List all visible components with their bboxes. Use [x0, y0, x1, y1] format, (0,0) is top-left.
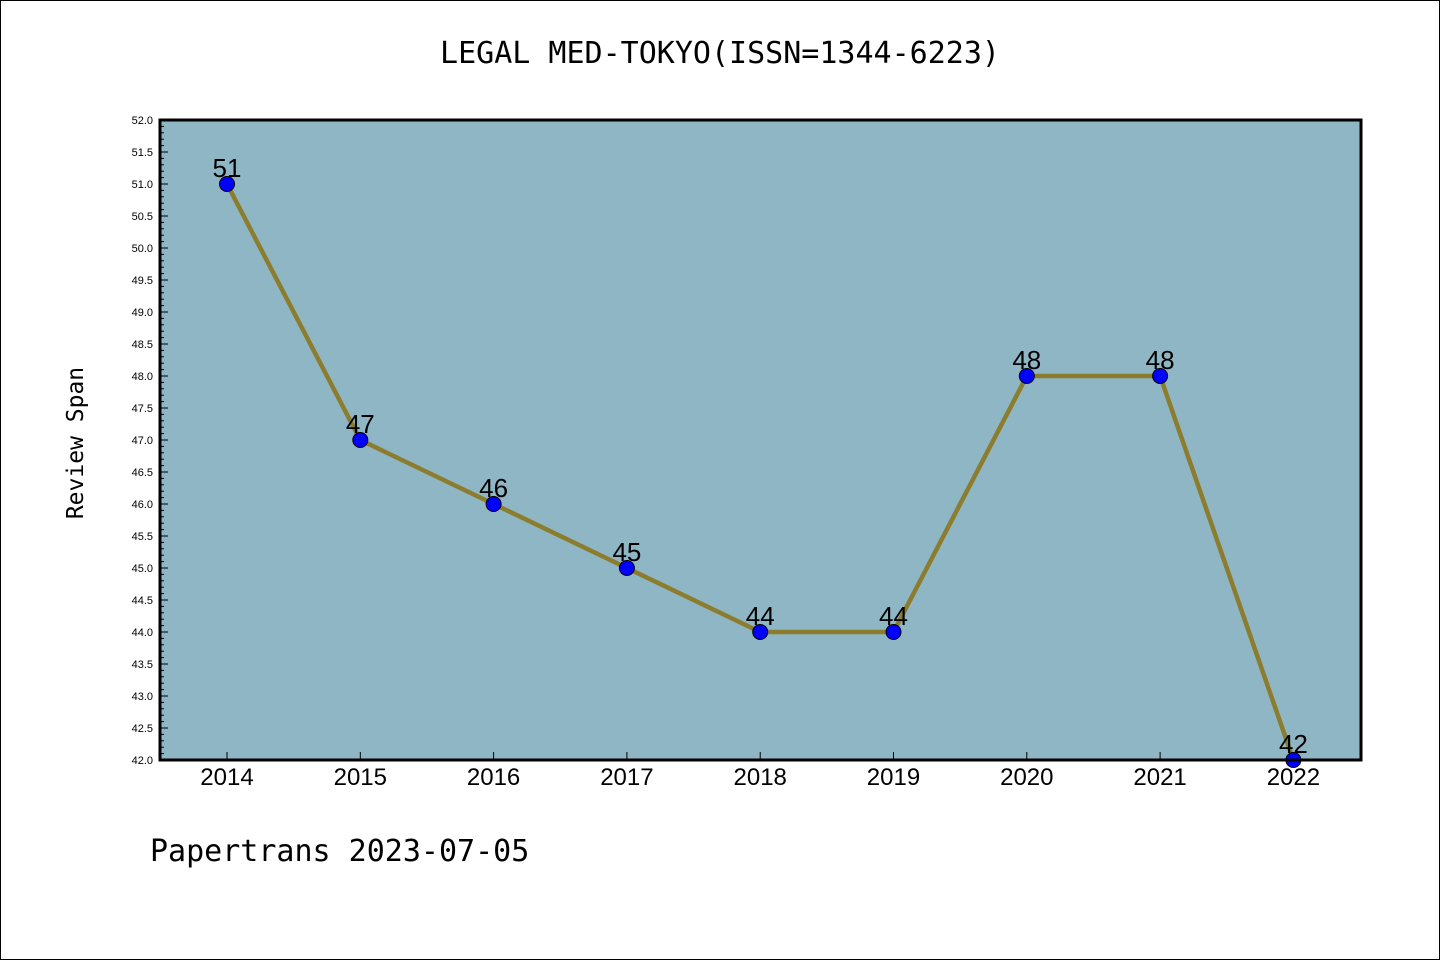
y-tick-label: 42.0	[132, 755, 153, 767]
footer-credit: Papertrans 2023-07-05	[150, 834, 530, 869]
y-tick-label: 49.0	[132, 307, 153, 319]
plot-border	[158, 118, 1363, 762]
data-point	[485, 496, 502, 512]
data-point	[1152, 368, 1169, 384]
y-tick-label: 49.5	[132, 275, 153, 287]
y-tick-label: 50.5	[132, 211, 153, 223]
x-tick-label: 2016	[467, 764, 520, 791]
data-label: 42	[1279, 729, 1308, 759]
data-label: 46	[479, 473, 508, 503]
x-tick-label: 2017	[600, 764, 653, 791]
y-tick-label: 47.0	[132, 435, 153, 447]
data-point	[1018, 368, 1035, 384]
y-tick-label: 46.5	[132, 467, 153, 479]
data-label: 44	[879, 601, 908, 631]
y-tick-label: 47.5	[132, 403, 153, 415]
data-label: 47	[346, 409, 375, 439]
y-tick-label: 52.0	[132, 115, 153, 127]
y-tick-label: 42.5	[132, 723, 153, 735]
y-tick-label: 51.0	[132, 179, 153, 191]
data-point	[219, 176, 235, 192]
x-tick-label: 2018	[734, 764, 787, 791]
y-tick-label: 48.5	[132, 339, 153, 351]
y-tick-label: 46.0	[132, 499, 153, 511]
data-label: 48	[1012, 345, 1041, 375]
y-tick-label: 51.5	[132, 147, 153, 159]
chart-title: LEGAL MED-TOKYO(ISSN=1344-6223)	[440, 36, 1000, 71]
x-tick-label: 2021	[1133, 764, 1186, 791]
y-tick-label: 45.5	[132, 531, 153, 543]
data-point	[885, 624, 902, 640]
y-tick-label: 45.0	[132, 563, 153, 575]
data-label: 44	[746, 601, 775, 631]
y-tick-label: 44.5	[132, 595, 153, 607]
y-tick-label: 50.0	[132, 243, 153, 255]
x-tick-label: 2014	[200, 764, 253, 791]
data-point	[618, 560, 635, 576]
data-label: 45	[612, 537, 641, 567]
x-tick-label: 2015	[334, 764, 387, 791]
y-tick-label: 43.5	[132, 659, 153, 671]
x-tick-label: 2022	[1267, 764, 1320, 791]
data-label: 48	[1146, 345, 1175, 375]
y-tick-label: 48.0	[132, 371, 153, 383]
data-point	[352, 432, 369, 448]
data-point	[752, 624, 769, 640]
x-tick-label: 2019	[867, 764, 920, 791]
y-tick-label: 43.0	[132, 691, 153, 703]
data-label: 51	[213, 153, 242, 183]
x-tick-label: 2020	[1000, 764, 1053, 791]
y-tick-label: 44.0	[132, 627, 153, 639]
